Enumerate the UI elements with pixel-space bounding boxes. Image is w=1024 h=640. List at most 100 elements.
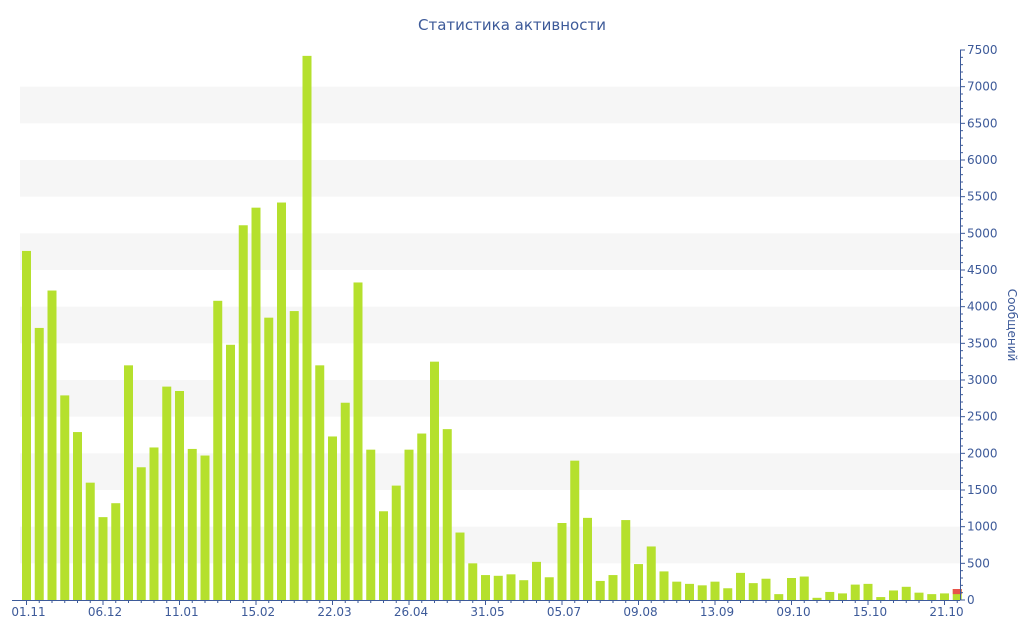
x-tick-label: 06.12 bbox=[88, 605, 122, 619]
bar bbox=[799, 576, 809, 600]
bar bbox=[277, 202, 286, 601]
bar bbox=[430, 361, 439, 600]
bar bbox=[850, 584, 860, 600]
bar bbox=[442, 429, 452, 600]
y-tick-label: 2500 bbox=[967, 410, 998, 424]
grid-band bbox=[20, 380, 960, 417]
chart-title: Статистика активности bbox=[418, 16, 606, 34]
bar bbox=[672, 581, 682, 600]
bar bbox=[404, 449, 414, 600]
bar bbox=[634, 564, 643, 600]
bar bbox=[391, 485, 401, 600]
bar bbox=[825, 591, 835, 600]
bar bbox=[175, 391, 184, 600]
y-tick-label: 1000 bbox=[967, 520, 998, 534]
y-tick-label: 4500 bbox=[967, 263, 998, 277]
grid-band bbox=[20, 233, 960, 270]
y-axis-label: Сообщений bbox=[1005, 288, 1019, 362]
bar bbox=[876, 597, 886, 600]
y-tick-label: 5000 bbox=[967, 226, 998, 240]
bar bbox=[481, 575, 490, 600]
bar bbox=[315, 365, 325, 600]
bar bbox=[952, 589, 962, 600]
x-tick-label: 22.03 bbox=[317, 605, 351, 619]
bar bbox=[570, 460, 580, 600]
grid-band bbox=[20, 453, 960, 490]
bar bbox=[927, 594, 937, 600]
y-tick-label: 7500 bbox=[967, 43, 998, 57]
y-tick-label: 5500 bbox=[967, 190, 998, 204]
bar bbox=[85, 482, 95, 600]
grid-band bbox=[20, 86, 960, 124]
y-tick-label: 0 bbox=[967, 593, 975, 607]
bar bbox=[519, 580, 529, 600]
bar bbox=[251, 207, 261, 600]
bar bbox=[149, 447, 159, 600]
bar bbox=[761, 578, 771, 600]
bar bbox=[340, 402, 350, 600]
bar bbox=[213, 300, 223, 600]
bar bbox=[557, 523, 567, 600]
bar bbox=[774, 594, 784, 600]
bar bbox=[353, 282, 363, 600]
bar bbox=[914, 592, 924, 600]
bar bbox=[787, 578, 796, 600]
bar bbox=[366, 449, 376, 600]
bar bbox=[455, 532, 465, 600]
bar bbox=[889, 590, 898, 600]
bar bbox=[162, 386, 172, 600]
bar bbox=[544, 577, 554, 600]
y-tick-label: 1500 bbox=[967, 483, 998, 497]
x-tick-label: 01.11 bbox=[11, 605, 45, 619]
y-tick-label: 2000 bbox=[967, 446, 998, 460]
bar bbox=[583, 517, 592, 600]
y-tick-label: 6500 bbox=[967, 116, 998, 130]
x-tick-label: 13.09 bbox=[700, 605, 734, 619]
bar bbox=[532, 561, 541, 600]
x-tick-label: 31.05 bbox=[470, 605, 504, 619]
bar bbox=[901, 586, 911, 600]
y-tick-label: 7000 bbox=[967, 80, 998, 94]
bar bbox=[379, 511, 388, 600]
bar bbox=[417, 433, 427, 600]
y-tick-label: 4000 bbox=[967, 300, 998, 314]
bar bbox=[710, 581, 720, 600]
bar bbox=[226, 344, 235, 600]
x-tick-label: 11.01 bbox=[164, 605, 198, 619]
bar bbox=[685, 583, 694, 600]
bar bbox=[47, 290, 57, 600]
bar bbox=[187, 448, 197, 600]
bar bbox=[328, 436, 337, 600]
bar bbox=[621, 520, 631, 600]
bar bbox=[98, 517, 108, 600]
y-tick-label: 3000 bbox=[967, 373, 998, 387]
bar bbox=[302, 55, 312, 601]
bar bbox=[136, 467, 146, 600]
bar bbox=[646, 546, 656, 600]
grid-band bbox=[20, 306, 960, 344]
bar bbox=[264, 317, 274, 600]
bar bbox=[34, 327, 44, 600]
bar bbox=[73, 432, 82, 600]
bar bbox=[124, 365, 133, 600]
bar bbox=[493, 575, 503, 600]
x-tick-label: 09.10 bbox=[776, 605, 810, 619]
bar bbox=[111, 503, 121, 600]
x-tick-label: 15.10 bbox=[853, 605, 887, 619]
y-tick-label: 6000 bbox=[967, 153, 998, 167]
bar bbox=[608, 575, 618, 600]
bar bbox=[838, 593, 847, 600]
bar bbox=[289, 311, 299, 600]
bar bbox=[238, 225, 248, 600]
bar bbox=[940, 593, 949, 600]
bar bbox=[812, 597, 822, 600]
bar bbox=[60, 395, 70, 600]
bar bbox=[200, 455, 210, 600]
bar bbox=[595, 580, 605, 600]
bar bbox=[22, 250, 31, 600]
bar bbox=[506, 574, 516, 600]
bar bbox=[468, 563, 478, 600]
bar bbox=[736, 572, 745, 600]
